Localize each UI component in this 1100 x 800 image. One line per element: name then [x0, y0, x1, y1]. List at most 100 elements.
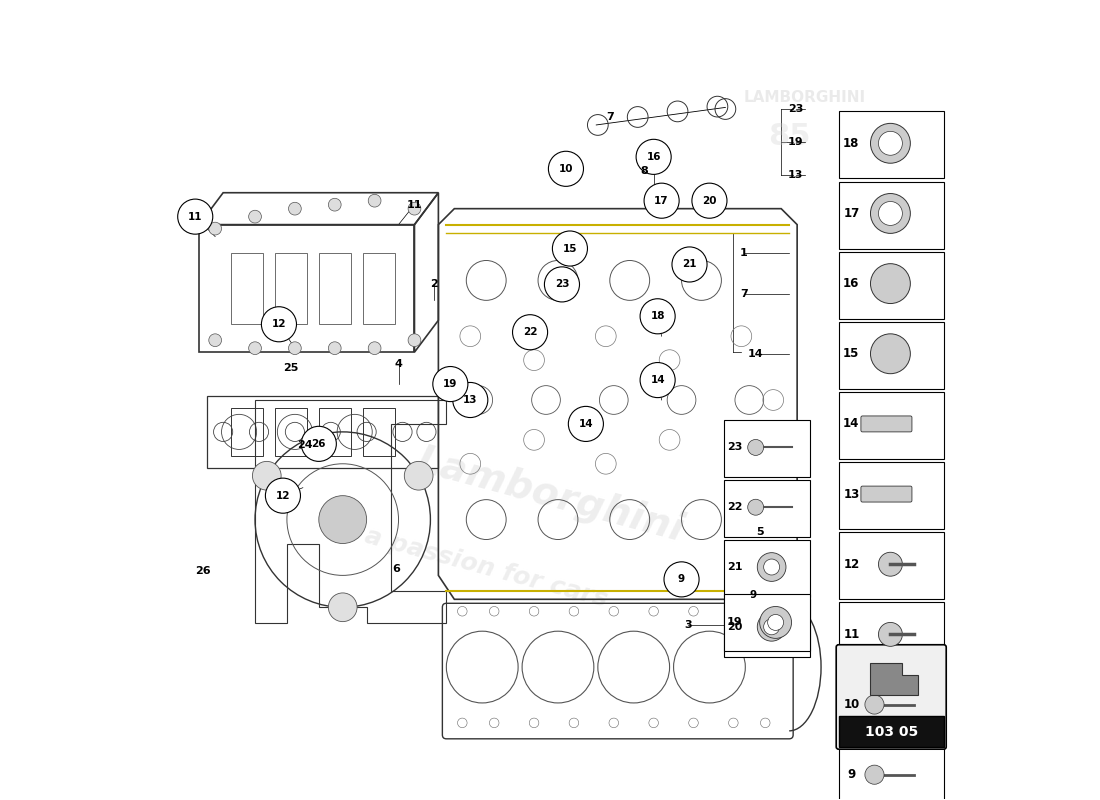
Circle shape [265, 478, 300, 514]
Circle shape [209, 334, 221, 346]
Text: 20: 20 [727, 622, 742, 632]
Text: 19: 19 [788, 138, 803, 147]
Circle shape [405, 462, 433, 490]
Circle shape [768, 614, 783, 630]
Circle shape [865, 765, 884, 784]
FancyBboxPatch shape [838, 673, 944, 740]
Text: 14: 14 [650, 375, 664, 385]
Circle shape [301, 426, 337, 462]
Circle shape [645, 183, 679, 218]
Text: 17: 17 [844, 207, 859, 220]
Circle shape [760, 606, 792, 638]
FancyBboxPatch shape [838, 182, 944, 249]
Text: a passion for cars: a passion for cars [362, 523, 611, 611]
Polygon shape [870, 663, 918, 695]
Circle shape [870, 264, 911, 303]
Circle shape [544, 267, 580, 302]
Circle shape [249, 342, 262, 354]
Circle shape [664, 562, 700, 597]
Text: 13: 13 [788, 170, 803, 180]
Text: 18: 18 [650, 311, 664, 322]
Text: 11: 11 [844, 628, 859, 641]
Circle shape [748, 499, 763, 515]
Text: 8: 8 [640, 166, 648, 176]
Text: Lamborghini: Lamborghini [412, 442, 688, 550]
Text: 16: 16 [647, 152, 661, 162]
FancyBboxPatch shape [724, 539, 810, 597]
Circle shape [879, 552, 902, 576]
FancyBboxPatch shape [838, 462, 944, 529]
Text: 7: 7 [740, 289, 748, 299]
Text: 13: 13 [844, 487, 859, 501]
Text: 12: 12 [276, 490, 290, 501]
Circle shape [329, 342, 341, 354]
Circle shape [432, 366, 468, 402]
Text: 6: 6 [393, 564, 400, 574]
Text: 1: 1 [740, 247, 748, 258]
Text: 21: 21 [727, 562, 742, 572]
Text: 11: 11 [188, 212, 202, 222]
Circle shape [262, 306, 297, 342]
Text: 7: 7 [606, 112, 614, 122]
Text: 18: 18 [844, 137, 859, 150]
Text: 9: 9 [750, 590, 757, 600]
Text: 15: 15 [563, 243, 578, 254]
Text: 9: 9 [847, 768, 856, 781]
Circle shape [329, 198, 341, 211]
Circle shape [288, 202, 301, 215]
FancyBboxPatch shape [724, 420, 810, 478]
Circle shape [408, 334, 421, 346]
FancyBboxPatch shape [838, 602, 944, 670]
Circle shape [870, 123, 911, 163]
FancyBboxPatch shape [724, 594, 810, 651]
Circle shape [763, 619, 780, 634]
Circle shape [736, 578, 771, 613]
Text: 24: 24 [297, 441, 312, 450]
Circle shape [549, 151, 583, 186]
FancyBboxPatch shape [724, 480, 810, 537]
Text: 22: 22 [727, 502, 742, 512]
Circle shape [178, 199, 212, 234]
Circle shape [879, 622, 902, 646]
FancyBboxPatch shape [838, 717, 944, 746]
Circle shape [368, 342, 381, 354]
Text: 23: 23 [788, 104, 803, 114]
Text: 14: 14 [579, 419, 593, 429]
Text: 19: 19 [727, 618, 742, 627]
Text: LAMBORGHINI: LAMBORGHINI [744, 90, 866, 105]
Text: 85: 85 [768, 122, 811, 151]
FancyBboxPatch shape [838, 322, 944, 389]
Text: 10: 10 [844, 698, 859, 711]
Circle shape [288, 342, 301, 354]
Text: 14: 14 [844, 418, 859, 430]
Circle shape [209, 222, 221, 235]
Text: 26: 26 [311, 439, 326, 449]
Text: 14: 14 [748, 349, 763, 358]
Text: 4: 4 [395, 359, 403, 369]
Text: 13: 13 [463, 395, 477, 405]
FancyBboxPatch shape [838, 392, 944, 459]
Text: 3: 3 [684, 620, 692, 630]
Text: 11: 11 [407, 200, 422, 210]
Text: 23: 23 [554, 279, 569, 290]
Circle shape [319, 496, 366, 543]
Text: 103 05: 103 05 [865, 725, 917, 738]
Circle shape [870, 194, 911, 234]
Circle shape [368, 194, 381, 207]
Circle shape [636, 139, 671, 174]
Text: 5: 5 [756, 526, 763, 537]
Circle shape [879, 202, 902, 226]
Text: 19: 19 [443, 379, 458, 389]
Text: 17: 17 [654, 196, 669, 206]
FancyBboxPatch shape [838, 532, 944, 599]
Text: 2: 2 [430, 279, 438, 290]
Text: 20: 20 [702, 196, 717, 206]
FancyBboxPatch shape [838, 111, 944, 178]
Circle shape [249, 210, 262, 223]
Circle shape [870, 334, 911, 374]
Text: 21: 21 [682, 259, 696, 270]
Circle shape [757, 613, 786, 641]
Text: 10: 10 [559, 164, 573, 174]
FancyBboxPatch shape [836, 645, 946, 749]
Text: 22: 22 [522, 327, 537, 338]
